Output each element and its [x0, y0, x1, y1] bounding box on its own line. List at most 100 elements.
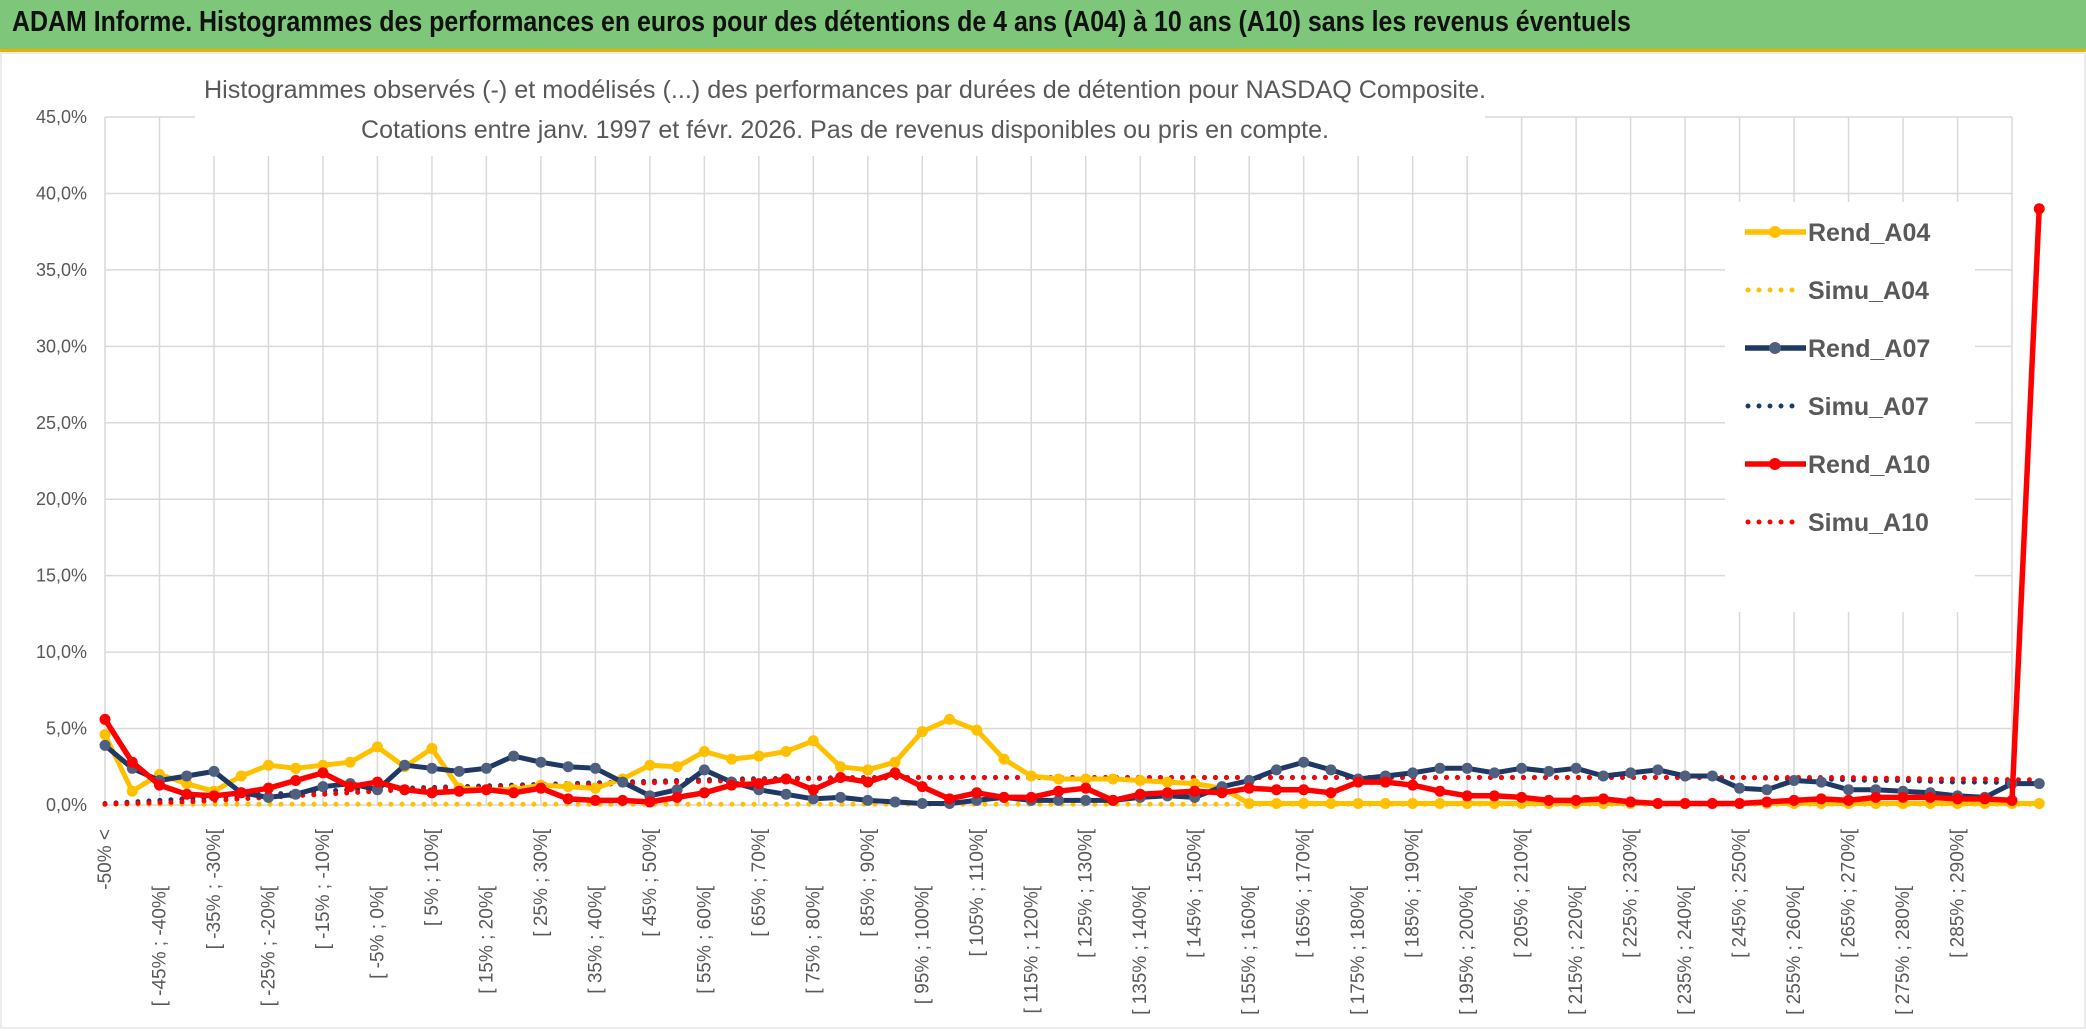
data-point: [399, 784, 411, 796]
data-point: [671, 761, 683, 773]
data-point: [617, 794, 629, 806]
data-point: [835, 771, 847, 783]
data-point: [1407, 797, 1419, 809]
x-tick-label: [ 265% ; 270%[: [1839, 828, 1860, 958]
data-point: [1761, 784, 1773, 796]
data-point: [562, 793, 574, 805]
legend-label: Simu_A10: [1808, 509, 1929, 537]
data-point: [290, 762, 302, 774]
data-point: [862, 794, 874, 806]
data-point: [1652, 764, 1664, 776]
x-tick-label: [ 155% ; 160%[: [1239, 885, 1260, 1015]
data-point: [1597, 793, 1609, 805]
data-point: [453, 765, 465, 777]
data-point: [1053, 794, 1064, 806]
data-point: [1325, 787, 1337, 799]
x-axis-ticks: -50% < [ -45% ; -40%[[ -35% ; -30%[[ -25%…: [95, 828, 1969, 1015]
data-point: [562, 761, 574, 773]
data-point: [617, 776, 629, 788]
data-point: [1053, 773, 1064, 785]
title-background: [195, 58, 1485, 156]
data-point: [1788, 775, 1800, 787]
series-lines: [99, 203, 2045, 809]
data-point: [1107, 773, 1119, 785]
data-point: [1870, 784, 1882, 796]
data-point: [1434, 797, 1446, 809]
chart-area: 0,0% 5,0% 10,0% 15,0% 20,0% 25,0% 30,0% 35,0% 40…: [0, 52, 2086, 1031]
data-point: [726, 753, 738, 765]
data-point: [1325, 764, 1337, 776]
data-point: [1379, 776, 1391, 788]
data-point: [889, 756, 901, 768]
data-point: [99, 739, 111, 751]
data-point: [1843, 794, 1855, 806]
data-point: [1325, 797, 1337, 809]
data-point: [1625, 796, 1637, 808]
chart-title-line-1: Histogrammes observés (-) et modélisés (…: [204, 76, 1486, 104]
data-point: [1706, 770, 1718, 782]
data-point: [889, 796, 901, 808]
data-point: [1679, 797, 1691, 809]
data-point: [698, 787, 710, 799]
data-point: [153, 779, 165, 791]
x-tick-label: [ 195% ; 200%[: [1457, 885, 1478, 1015]
data-point: [753, 778, 765, 790]
y-tick-label: 35,0%: [36, 260, 87, 280]
data-point: [480, 784, 492, 796]
x-tick-label: [ 125% ; 130%[: [1076, 828, 1097, 958]
data-point: [1352, 797, 1364, 809]
data-point: [807, 793, 819, 805]
data-point: [1734, 797, 1746, 809]
data-point: [208, 765, 220, 777]
x-tick-label: [ 135% ; 140%[: [1130, 885, 1151, 1015]
data-point: [1189, 785, 1201, 797]
data-point: [508, 750, 520, 762]
x-tick-label: [ -45% ; -40%[: [149, 885, 170, 1006]
data-point: [1243, 797, 1255, 809]
data-point: [1706, 797, 1718, 809]
x-tick-label: [ 35% ; 40%[: [585, 885, 606, 993]
report-title: ADAM Informe. Histogrammes des performan…: [12, 6, 1631, 38]
data-point: [2033, 778, 2045, 790]
data-point: [998, 753, 1010, 765]
data-point: [181, 788, 193, 800]
legend-background: [1725, 202, 1975, 612]
x-tick-label: [ -15% ; -10%[: [313, 828, 334, 949]
y-tick-label: 10,0%: [36, 642, 87, 662]
x-tick-label: [ 15% ; 20%[: [476, 885, 497, 993]
data-point: [1053, 785, 1064, 797]
data-point: [262, 791, 274, 803]
data-point: [1434, 762, 1446, 774]
chart-title: Histogrammes observés (-) et modélisés (…: [195, 58, 1486, 156]
legend-label: Rend_A10: [1808, 451, 1930, 479]
data-point: [181, 778, 193, 790]
data-point: [1461, 790, 1473, 802]
data-point: [1543, 794, 1555, 806]
data-point: [807, 735, 819, 747]
x-tick-label: [ 75% ; 80%[: [803, 885, 824, 993]
data-point: [644, 759, 656, 771]
data-point: [1134, 788, 1146, 800]
x-tick-label: [ 165% ; 170%[: [1294, 828, 1315, 958]
data-point: [1080, 773, 1092, 785]
data-point: [1734, 782, 1746, 794]
data-point: [1407, 767, 1419, 779]
data-point: [1652, 797, 1664, 809]
data-point: [1897, 791, 1909, 803]
data-point: [698, 764, 710, 776]
x-tick-label: [ 25% ; 30%[: [531, 828, 552, 936]
data-point: [235, 787, 247, 799]
chart-title-line-2: Cotations entre janv. 1997 et févr. 2026…: [361, 116, 1329, 144]
data-point: [1516, 791, 1528, 803]
data-point: [1298, 756, 1310, 768]
data-point: [426, 762, 438, 774]
report-banner: ADAM Informe. Histogrammes des performan…: [0, 0, 2086, 52]
data-point: [1952, 793, 1964, 805]
data-point: [780, 788, 792, 800]
x-tick-label: [ 85% ; 90%[: [858, 828, 879, 936]
data-point: [1025, 791, 1037, 803]
data-point: [1107, 794, 1119, 806]
data-point: [1815, 776, 1827, 788]
data-point: [1924, 791, 1936, 803]
data-point: [1161, 776, 1173, 788]
